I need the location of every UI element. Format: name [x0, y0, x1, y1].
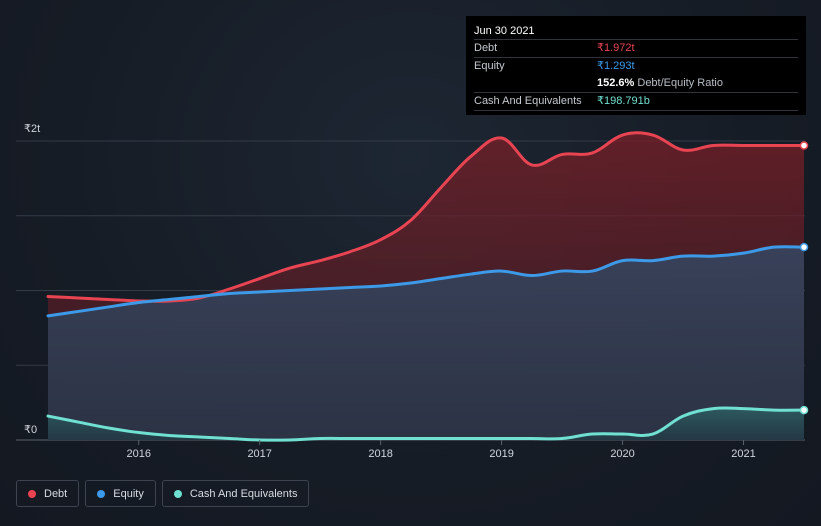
marker-debt [799, 141, 809, 150]
legend-equity-label: Equity [113, 487, 144, 500]
axes: ₹0 ₹2t 2016 2017 2018 2019 2020 2021 [24, 123, 756, 460]
end-markers [799, 141, 809, 415]
series-areas [48, 132, 804, 441]
tooltip-equity-label: Equity [474, 60, 505, 72]
tooltip-cash-value: ₹198.791b [597, 95, 650, 107]
line-debt [46, 131, 806, 303]
marker-equity [799, 242, 809, 252]
area-cash [48, 407, 804, 441]
tooltip-ratio-value: 152.6% [597, 77, 635, 89]
tooltip-ratio: 152.6% Debt/Equity Ratio [597, 75, 723, 92]
tooltip-row-equity: Equity ₹1.293t [474, 58, 798, 75]
chart-legend: Debt Equity Cash And Equivalents [16, 480, 310, 507]
line-cash [46, 406, 806, 442]
legend-item-debt[interactable]: Debt [16, 480, 80, 507]
legend-equity-dot-icon [97, 489, 106, 498]
area-equity [48, 246, 804, 440]
tooltip-debt-value: ₹1.972t [597, 42, 635, 54]
x-tick-label: 2018 [368, 448, 392, 460]
legend-item-cash[interactable]: Cash And Equivalents [161, 480, 310, 507]
x-tick-label: 2017 [247, 448, 271, 460]
x-tick-label: 2020 [610, 448, 634, 460]
tooltip-row-debt: Debt ₹1.972t [474, 40, 798, 58]
tooltip-ratio-label: Debt/Equity Ratio [637, 77, 723, 89]
x-tick-label: 2019 [489, 448, 513, 460]
legend-debt-dot-icon [28, 489, 36, 498]
tooltip-date: Jun 30 2021 [474, 23, 798, 40]
series-lines [46, 131, 806, 442]
tooltip-panel: Jun 30 2021 Debt ₹1.972t Equity ₹1.293t … [466, 16, 806, 115]
legend-debt-label: Debt [44, 487, 68, 500]
tooltip-debt-label: Debt [474, 42, 498, 54]
y-tick-label: ₹0 [24, 424, 37, 436]
tooltip-row-ratio: 152.6% Debt/Equity Ratio [474, 75, 798, 93]
line-equity [46, 245, 806, 318]
y-tick-label: ₹2t [24, 123, 40, 135]
x-tick-label: 2016 [126, 448, 150, 460]
legend-cash-dot-icon [173, 489, 182, 498]
tooltip-cash-label: Cash And Equivalents [474, 95, 582, 107]
tooltip-equity-value: ₹1.293t [597, 60, 635, 72]
x-tick-label: 2021 [731, 448, 755, 460]
legend-cash-label: Cash And Equivalents [189, 487, 298, 500]
legend-item-equity[interactable]: Equity [85, 480, 156, 507]
marker-cash [799, 405, 809, 415]
tooltip-row-cash: Cash And Equivalents ₹198.791b [474, 93, 798, 111]
